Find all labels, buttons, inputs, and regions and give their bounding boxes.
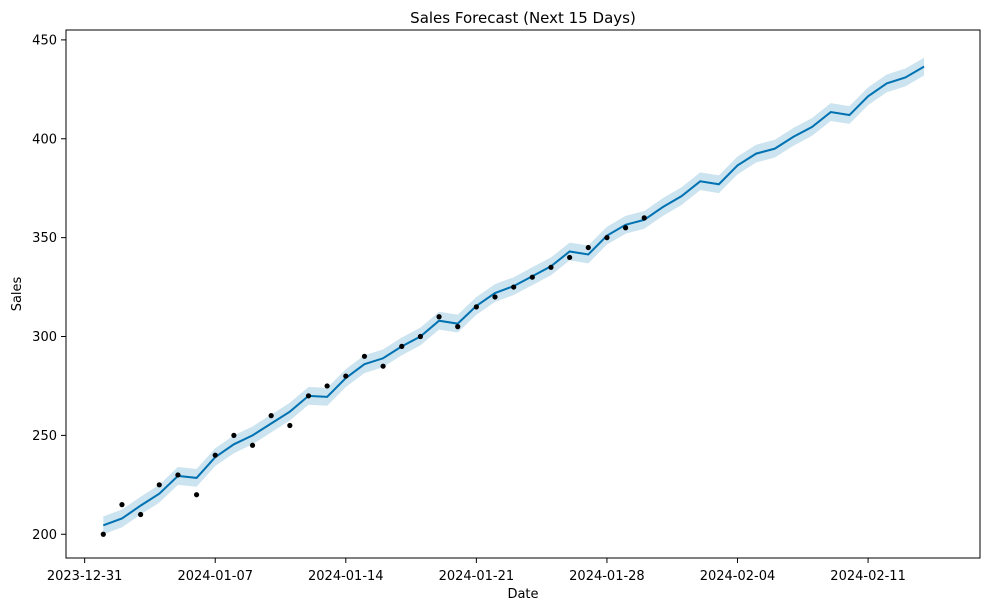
actual-point — [604, 235, 610, 241]
actual-point — [268, 413, 274, 419]
actual-point — [417, 333, 424, 340]
y-axis: 200 250 300 350 400 450 — [32, 33, 66, 543]
x-tick-label: 2024-02-04 — [700, 569, 776, 584]
actual-point — [100, 531, 106, 537]
x-tick-label: 2024-01-07 — [177, 569, 253, 584]
y-tick-label: 350 — [32, 231, 57, 246]
y-tick-label: 200 — [32, 528, 57, 543]
uncertainty-band — [103, 57, 925, 535]
actual-point — [287, 422, 293, 429]
actual-point — [138, 511, 144, 518]
x-tick-label: 2024-02-11 — [830, 569, 906, 584]
x-tick-label: 2024-01-14 — [308, 569, 384, 584]
actual-point — [119, 502, 125, 508]
actual-point — [212, 452, 218, 458]
actual-point — [193, 492, 200, 498]
actual-point — [641, 215, 647, 221]
actual-point — [455, 324, 461, 330]
actual-point — [473, 304, 479, 310]
actual-point — [249, 442, 256, 448]
x-axis-label: Date — [507, 587, 538, 602]
x-tick-label: 2023-12-31 — [47, 569, 123, 584]
actual-points — [100, 215, 647, 537]
actual-point — [324, 383, 330, 389]
actual-point — [343, 373, 349, 379]
plot-area — [100, 57, 925, 537]
actual-point — [585, 244, 591, 251]
actual-point — [305, 393, 312, 399]
actual-point — [511, 284, 517, 290]
actual-point — [492, 294, 498, 300]
chart-title: Sales Forecast (Next 15 Days) — [410, 9, 636, 27]
y-tick-label: 250 — [32, 429, 57, 444]
actual-point — [361, 353, 368, 359]
actual-point — [156, 482, 162, 488]
actual-point — [436, 314, 442, 320]
y-tick-label: 450 — [32, 33, 57, 48]
actual-point — [175, 472, 181, 478]
actual-point — [548, 264, 554, 270]
actual-point — [567, 254, 573, 261]
actual-point — [399, 343, 405, 349]
x-axis: 2023-12-31 2024-01-07 2024-01-14 2024-01-21… — [47, 558, 906, 584]
y-tick-label: 300 — [32, 330, 57, 345]
actual-point — [380, 363, 386, 369]
x-tick-label: 2024-01-28 — [569, 569, 645, 584]
x-tick-label: 2024-01-21 — [439, 569, 515, 584]
plot-frame — [65, 29, 981, 559]
actual-point — [622, 225, 629, 231]
actual-point — [529, 274, 535, 280]
actual-point — [231, 432, 237, 438]
y-axis-label: Sales — [10, 276, 25, 311]
y-tick-label: 400 — [32, 132, 57, 147]
